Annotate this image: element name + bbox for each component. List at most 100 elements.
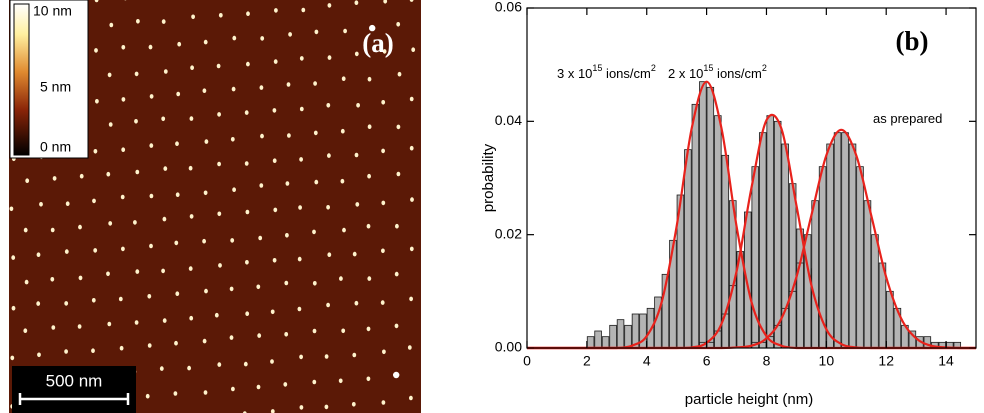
particle — [175, 192, 180, 197]
particle — [120, 194, 125, 200]
particle — [327, 153, 331, 158]
bar — [833, 132, 842, 349]
particle — [161, 268, 166, 274]
particle — [258, 235, 263, 241]
x-tick-label: 2 — [583, 353, 591, 369]
bar — [684, 149, 692, 349]
particle — [93, 248, 98, 253]
particle — [23, 227, 28, 233]
particle — [147, 294, 152, 299]
particle — [354, 300, 359, 306]
particle — [270, 359, 274, 364]
particle — [409, 0, 414, 2]
particle — [380, 300, 385, 305]
particle — [299, 106, 304, 112]
particle — [366, 326, 371, 332]
particle — [341, 76, 346, 81]
scale-bar — [18, 393, 130, 405]
bar — [856, 166, 864, 349]
particle — [121, 45, 126, 50]
particle — [382, 349, 386, 355]
colorbar — [13, 3, 30, 156]
bar — [594, 330, 602, 349]
particle — [36, 301, 41, 306]
particle — [273, 59, 278, 64]
particle — [79, 173, 84, 179]
particle — [285, 233, 289, 238]
particle — [245, 311, 250, 317]
particle — [229, 286, 234, 292]
particle — [175, 141, 179, 146]
histogram-plot: 0 2 4 6 8 10 12 140.000.020.040.063 x 1015 ions… — [495, 0, 977, 369]
particle — [9, 206, 14, 212]
particle — [312, 328, 317, 334]
particle — [356, 103, 360, 108]
particle — [175, 291, 180, 297]
x-axis-title: particle height (nm) — [685, 391, 813, 408]
particle — [396, 22, 401, 27]
particle — [366, 376, 371, 382]
particle — [354, 0, 359, 5]
particle — [188, 266, 193, 271]
particle — [36, 252, 41, 257]
particle — [340, 128, 345, 134]
particle — [148, 44, 153, 50]
particle — [162, 216, 167, 222]
x-tick-label: 8 — [763, 353, 771, 369]
particle — [145, 393, 150, 399]
particle — [340, 178, 345, 184]
superscript: 15 — [703, 63, 713, 73]
particle — [159, 366, 164, 371]
particle — [189, 315, 194, 321]
particle — [106, 171, 111, 177]
particle — [202, 238, 207, 244]
particle — [204, 288, 208, 294]
bar — [699, 81, 707, 349]
particle — [381, 148, 385, 154]
particle — [312, 229, 316, 235]
particle — [118, 296, 123, 302]
particle — [326, 205, 330, 210]
particle — [313, 130, 318, 136]
annotation-text: ions/cm — [713, 66, 761, 81]
superscript: 2 — [762, 63, 767, 73]
particle — [260, 133, 264, 139]
particle — [106, 271, 110, 277]
particle — [341, 328, 346, 334]
particle — [161, 19, 166, 24]
particle — [231, 386, 235, 392]
particle — [51, 325, 56, 330]
particle — [367, 173, 371, 179]
particle — [272, 108, 277, 113]
particle — [11, 305, 16, 311]
annotation: 3 x 1015 ions/cm2 — [557, 63, 656, 81]
particle — [287, 133, 291, 138]
particle — [272, 258, 277, 263]
particle — [176, 91, 181, 97]
particle — [217, 362, 222, 367]
particle — [299, 354, 303, 360]
colorbar-label: 5 nm — [40, 79, 71, 95]
superscript: 15 — [592, 63, 602, 73]
particle — [204, 139, 209, 144]
particle — [326, 103, 331, 108]
axes-frame — [526, 7, 977, 349]
panel-label: (a) — [362, 28, 393, 58]
particle — [367, 276, 372, 281]
particle — [189, 214, 194, 219]
x-tick-label: 6 — [703, 353, 711, 369]
particle — [177, 41, 182, 47]
bar — [863, 200, 872, 349]
bar — [601, 336, 610, 349]
particle — [202, 338, 207, 344]
bar — [758, 132, 767, 349]
particle — [24, 279, 29, 285]
particle — [149, 243, 153, 249]
particle — [134, 320, 139, 325]
particle — [203, 190, 208, 196]
scale-bar-box — [12, 366, 136, 413]
particle — [299, 405, 304, 410]
panel-label: (b) — [896, 26, 929, 56]
